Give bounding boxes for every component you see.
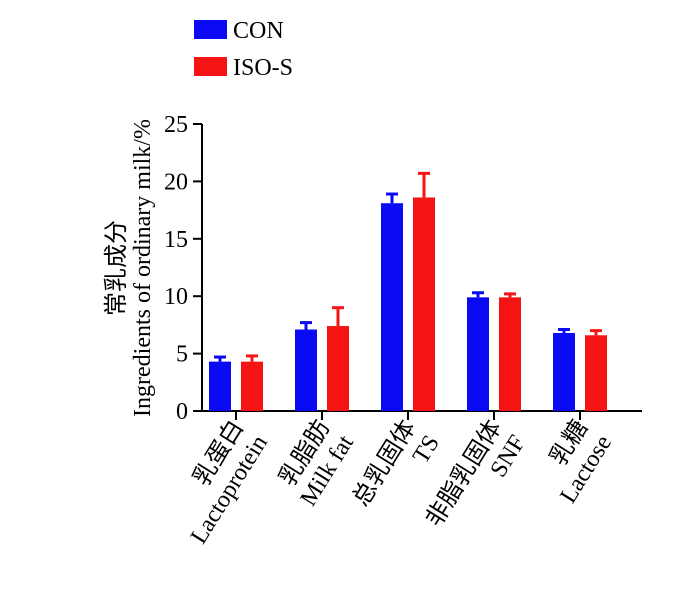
legend-label-con: CON bbox=[233, 18, 284, 44]
y-axis-label: 常乳成分 Ingredients of ordinary milk/% bbox=[103, 119, 156, 417]
x-tick-label-zh: 总乳固体 bbox=[347, 415, 421, 511]
legend-swatch-con bbox=[194, 20, 227, 39]
bar-iso-s-4 bbox=[585, 335, 607, 411]
bar-con-2 bbox=[381, 203, 403, 411]
bar-con-1 bbox=[295, 329, 317, 411]
legend-label-iso-s: ISO-S bbox=[233, 55, 293, 81]
bars bbox=[209, 171, 607, 411]
y-axis-title: 常乳成分 Ingredients of ordinary milk/% bbox=[103, 119, 156, 417]
bar-con-4 bbox=[553, 332, 575, 411]
legend-swatch-iso-s bbox=[194, 57, 227, 76]
y-tick-label: 20 bbox=[164, 169, 188, 195]
y-tick-label: 0 bbox=[176, 399, 188, 425]
legend: CON ISO-S bbox=[194, 18, 293, 81]
bar-iso-s-1 bbox=[327, 326, 349, 411]
y-tick-label: 10 bbox=[164, 284, 188, 310]
y-axis-title-en: Ingredients of ordinary milk/% bbox=[130, 119, 156, 417]
bar-iso-s-3 bbox=[499, 297, 521, 411]
bar-con-0 bbox=[209, 361, 231, 411]
y-tick-label: 5 bbox=[176, 342, 188, 368]
axes: 0 5 10 15 20 25 bbox=[164, 112, 642, 425]
bar-iso-s-0 bbox=[241, 361, 263, 411]
bar-iso-s-2 bbox=[413, 197, 435, 411]
y-tick-label: 25 bbox=[164, 112, 188, 138]
y-tick-label: 15 bbox=[164, 227, 188, 253]
y-axis-title-zh: 常乳成分 bbox=[103, 220, 130, 316]
bar-con-3 bbox=[467, 297, 489, 411]
